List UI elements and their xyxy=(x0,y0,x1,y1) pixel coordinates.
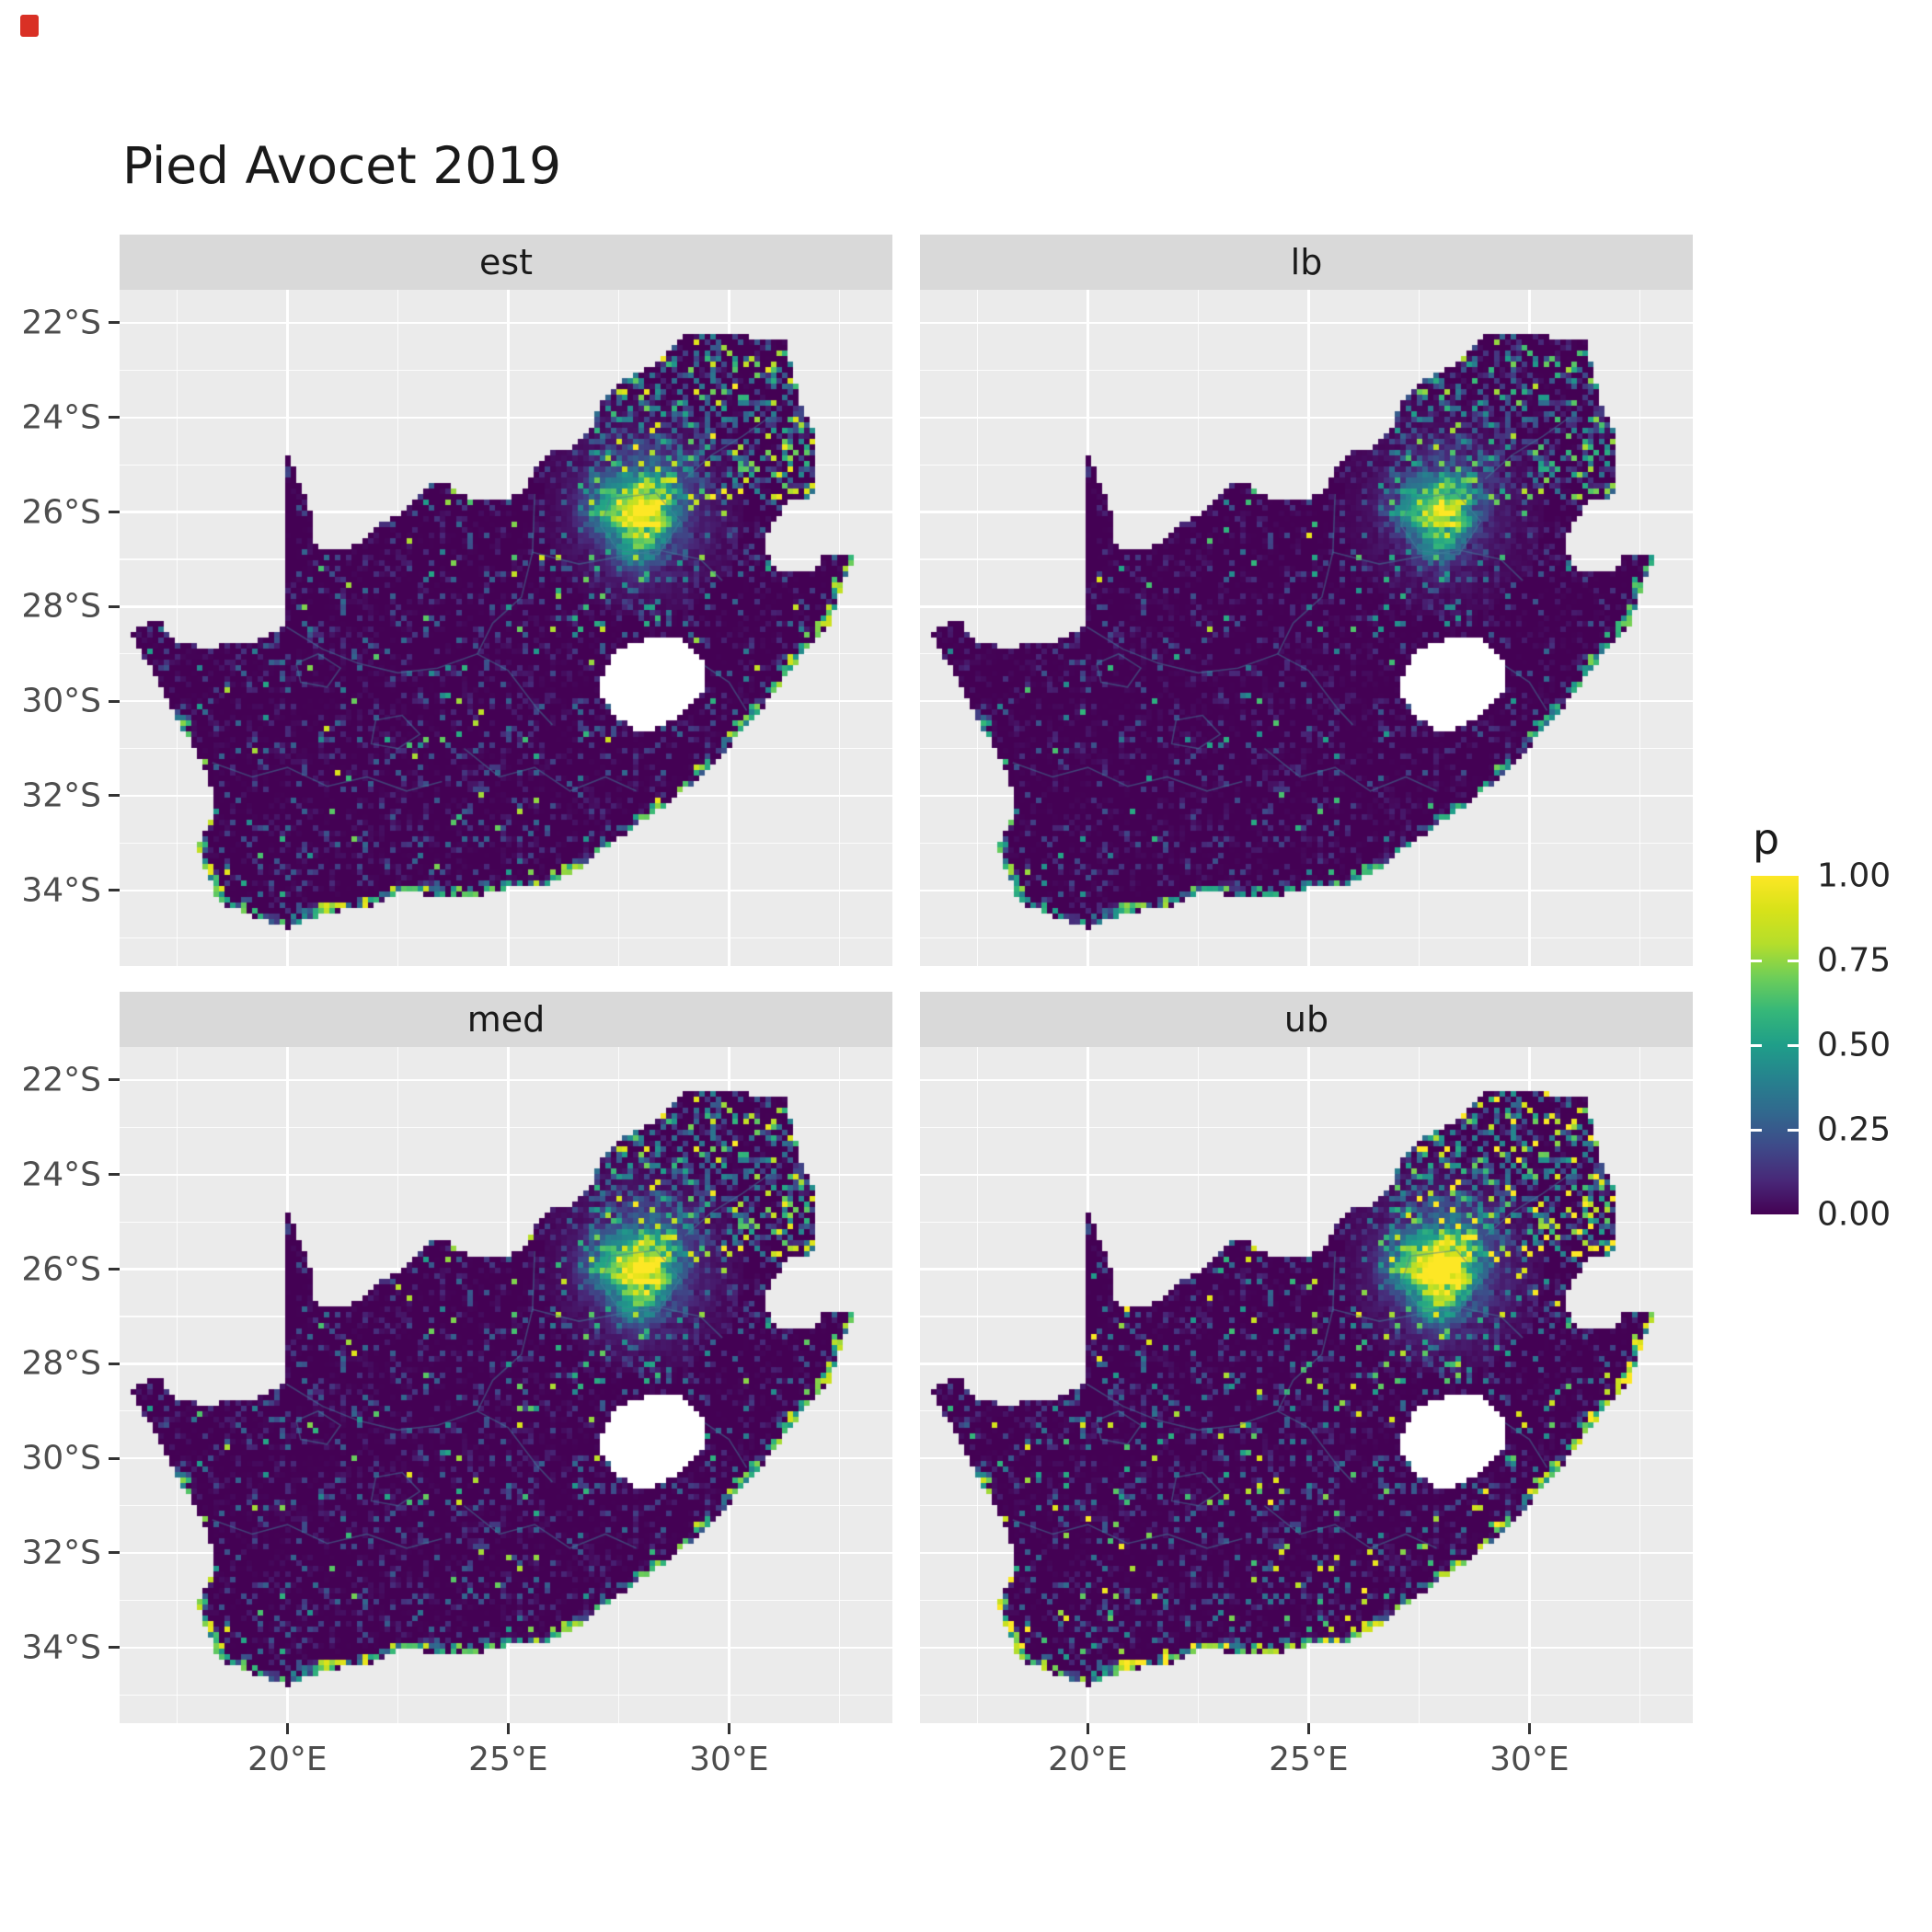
y-axis-tick xyxy=(109,889,120,892)
x-axis-tick-label: 30°E xyxy=(1489,1741,1570,1778)
y-axis-tick xyxy=(109,1173,120,1177)
y-axis-tick xyxy=(109,321,120,325)
facet-label-ub: ub xyxy=(1283,999,1329,1040)
facet-strip-est: est xyxy=(120,235,892,290)
colorbar-tick xyxy=(1751,1043,1762,1047)
legend-tick-label-3: 0.25 xyxy=(1817,1110,1892,1149)
facet-label-lb: lb xyxy=(1290,242,1323,282)
y-axis-tick-label: 34°S xyxy=(21,1628,101,1667)
x-axis-tick-label: 25°E xyxy=(468,1741,548,1778)
y-axis-tick xyxy=(109,1456,120,1460)
map-panel-ub xyxy=(920,1047,1693,1723)
y-axis-tick-label: 28°S xyxy=(21,587,101,626)
raster-map-est xyxy=(120,290,892,966)
x-axis-tick-label: 20°E xyxy=(247,1741,328,1778)
y-axis-tick xyxy=(109,1078,120,1082)
legend-tick-label-0: 1.00 xyxy=(1817,857,1892,895)
x-axis-tick xyxy=(1086,1723,1089,1734)
y-axis-tick-label: 32°S xyxy=(21,776,101,815)
x-axis-tick xyxy=(506,1723,510,1734)
y-axis-tick-label: 26°S xyxy=(21,493,101,532)
facet-strip-med: med xyxy=(120,992,892,1047)
y-axis-tick-label: 24°S xyxy=(21,398,101,437)
map-panel-est xyxy=(120,290,892,966)
x-axis-tick-label: 25°E xyxy=(1269,1741,1349,1778)
raster-map-med xyxy=(120,1047,892,1723)
x-axis-tick xyxy=(727,1723,730,1734)
y-axis-tick xyxy=(109,1646,120,1650)
y-axis-tick-label: 22°S xyxy=(21,1061,101,1099)
colorbar-tick xyxy=(1751,1128,1762,1132)
legend-tick-label-4: 0.00 xyxy=(1817,1195,1892,1234)
colorbar-tick xyxy=(1751,959,1762,962)
y-axis-tick xyxy=(109,1551,120,1555)
red-corner-mark xyxy=(20,15,39,37)
y-axis-tick-label: 30°S xyxy=(21,682,101,720)
legend-tick-label-1: 0.75 xyxy=(1817,941,1892,980)
map-panel-med xyxy=(120,1047,892,1723)
legend-tick-label-2: 0.50 xyxy=(1817,1026,1892,1064)
y-axis-tick xyxy=(109,1362,120,1365)
legend: p 1.00 0.75 0.50 0.25 0.00 xyxy=(1751,814,1932,1283)
colorbar-tick xyxy=(1788,1128,1799,1132)
x-axis-tick xyxy=(1527,1723,1531,1734)
legend-colorbar xyxy=(1751,876,1799,1214)
y-axis-tick xyxy=(109,511,120,514)
y-axis-tick-label: 28°S xyxy=(21,1344,101,1383)
colorbar-tick xyxy=(1788,959,1799,962)
map-panel-lb xyxy=(920,290,1693,966)
y-axis-tick-label: 32°S xyxy=(21,1534,101,1572)
raster-map-ub xyxy=(920,1047,1693,1723)
y-axis-tick-label: 34°S xyxy=(21,871,101,910)
facet-strip-ub: ub xyxy=(920,992,1693,1047)
plot-title: Pied Avocet 2019 xyxy=(122,136,562,195)
y-axis-tick-label: 22°S xyxy=(21,304,101,342)
x-axis-tick xyxy=(285,1723,289,1734)
y-axis-tick xyxy=(109,794,120,798)
colorbar-tick xyxy=(1788,1043,1799,1047)
y-axis-tick-label: 24°S xyxy=(21,1156,101,1194)
y-axis-tick-label: 26°S xyxy=(21,1250,101,1289)
y-axis-tick xyxy=(109,699,120,703)
x-axis-tick-label: 30°E xyxy=(689,1741,769,1778)
facet-label-est: est xyxy=(478,242,534,282)
facet-label-med: med xyxy=(466,999,546,1040)
x-axis-tick-label: 20°E xyxy=(1048,1741,1128,1778)
x-axis-tick xyxy=(1306,1723,1310,1734)
facet-strip-lb: lb xyxy=(920,235,1693,290)
y-axis-tick-label: 30°S xyxy=(21,1439,101,1478)
y-axis-tick xyxy=(109,1268,120,1271)
y-axis-tick xyxy=(109,416,120,420)
legend-title: p xyxy=(1753,814,1780,864)
y-axis-tick xyxy=(109,604,120,608)
raster-map-lb xyxy=(920,290,1693,966)
